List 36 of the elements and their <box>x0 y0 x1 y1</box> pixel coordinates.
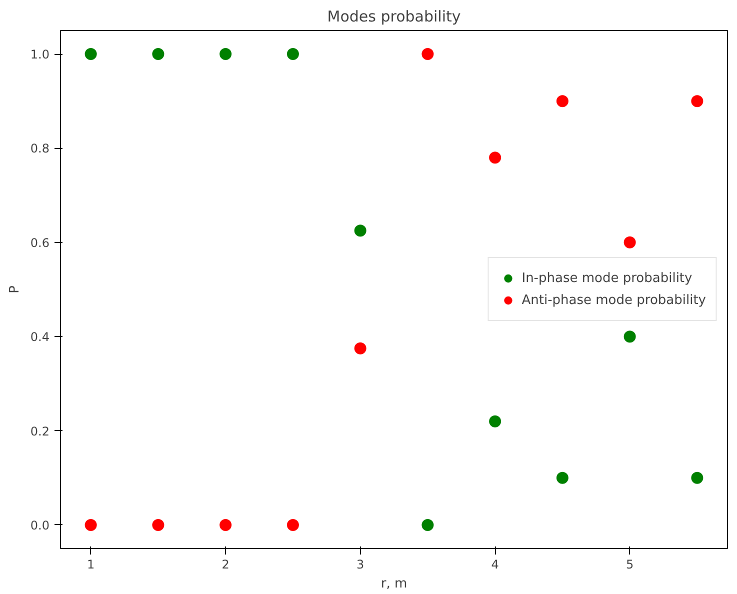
point <box>489 415 502 428</box>
x-tick-label: 3 <box>356 558 364 572</box>
y-tick-label: 0.4 <box>30 330 50 344</box>
x-tick-label: 1 <box>87 558 95 572</box>
point <box>422 48 434 60</box>
y-axis-title: P <box>7 285 22 294</box>
point <box>286 518 299 531</box>
point <box>422 518 434 531</box>
x-axis-title: r, m <box>380 576 408 592</box>
point <box>354 224 366 237</box>
point <box>286 48 299 60</box>
legend-label: Anti-phase mode probability <box>522 292 706 308</box>
point <box>220 48 232 60</box>
point <box>691 472 704 484</box>
legend-label: In-phase mode probability <box>522 270 692 286</box>
y-tick-label: 1.0 <box>30 48 50 62</box>
point <box>556 95 568 108</box>
x-tick-label: 2 <box>222 558 230 572</box>
point <box>354 342 366 354</box>
y-tick-label: 0.0 <box>30 518 50 532</box>
point <box>624 330 636 343</box>
y-tick-label: 0.6 <box>30 236 50 250</box>
point <box>220 518 232 531</box>
point <box>624 236 636 248</box>
point <box>152 48 164 60</box>
x-tick-label: 5 <box>626 558 634 572</box>
x-tick-label: 4 <box>491 558 499 572</box>
y-tick-label: 0.8 <box>30 142 50 156</box>
y-tick-label: 0.2 <box>30 424 50 438</box>
point <box>556 472 568 484</box>
point <box>84 518 97 531</box>
point <box>84 48 97 60</box>
point <box>489 152 502 164</box>
point <box>691 95 704 108</box>
point <box>152 518 164 531</box>
chart-title: Modes probability <box>327 8 461 26</box>
